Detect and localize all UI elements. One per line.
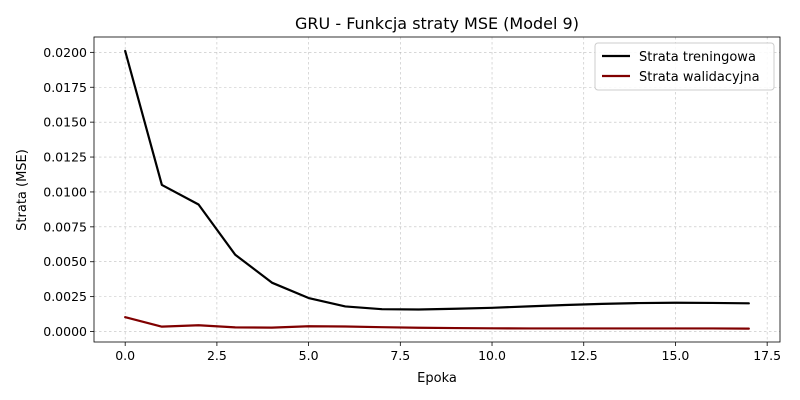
y-tick-label: 0.0075 [43,219,87,234]
x-tick-label: 10.0 [478,348,506,363]
legend-label-validation: Strata walidacyjna [639,70,760,85]
x-tick-label: 12.5 [570,348,598,363]
x-tick-label: 15.0 [662,348,690,363]
y-axis-label: Strata (MSE) [15,149,30,231]
axis-ticks: 0.0 2.5 5.0 7.5 10.0 12.5 15.0 17.5 0.0000 0.0025… [43,45,781,363]
legend: Strata treningowa Strata walidacyjna [594,42,775,91]
x-tick-label: 7.5 [390,348,410,363]
legend-label-train: Strata treningowa [639,50,756,65]
x-tick-label: 0.0 [115,348,135,363]
y-tick-label: 0.0175 [43,80,87,95]
legend-box [594,42,775,91]
series-layer [124,49,750,330]
y-tick-label: 0.0150 [43,115,87,130]
y-tick-label: 0.0000 [43,324,87,339]
train-loss-line [124,49,750,311]
x-tick-label: 2.5 [207,348,227,363]
x-axis-label: Epoka [417,371,457,386]
x-tick-label: 17.5 [753,348,781,363]
y-tick-label: 0.0200 [43,45,87,60]
chart-title: GRU - Funkcja straty MSE (Model 9) [295,14,579,33]
plot-frame [93,36,781,343]
y-tick-label: 0.0100 [43,184,87,199]
x-tick-label: 5.0 [299,348,319,363]
validation-loss-line [124,316,750,330]
y-tick-label: 0.0025 [43,289,87,304]
y-tick-label: 0.0125 [43,150,87,165]
y-tick-label: 0.0050 [43,254,87,269]
